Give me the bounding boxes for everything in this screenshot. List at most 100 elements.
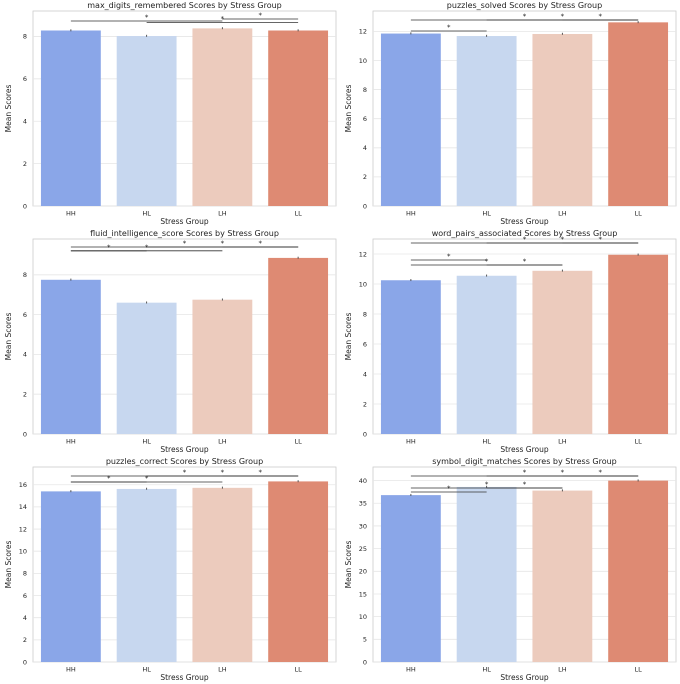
y-tick-label: 10 <box>359 613 367 621</box>
bar-hh <box>40 30 101 206</box>
y-tick-label: 0 <box>23 658 27 666</box>
significance-star: * <box>107 475 111 483</box>
x-tick-label: HH <box>66 438 76 446</box>
y-tick-label: 12 <box>359 250 367 258</box>
bar-hl <box>456 486 517 662</box>
x-tick-label: HH <box>66 210 76 218</box>
significance-star: * <box>599 469 603 477</box>
bar-hh <box>380 33 441 206</box>
bar-lh <box>192 487 253 662</box>
bar-lh <box>532 270 593 434</box>
bar-lh <box>192 299 253 434</box>
significance-star: * <box>221 469 225 477</box>
x-axis-label: Stress Group <box>160 673 209 682</box>
y-tick-label: 2 <box>363 400 367 408</box>
y-tick-label: 4 <box>23 351 27 359</box>
x-axis-label: Stress Group <box>500 673 549 682</box>
significance-star: * <box>561 469 565 477</box>
y-tick-label: 8 <box>23 271 27 279</box>
significance-star: * <box>447 24 451 32</box>
bar-ll <box>608 480 669 662</box>
significance-star: * <box>259 469 263 477</box>
x-tick-label: HL <box>482 210 491 218</box>
y-tick-label: 2 <box>23 391 27 399</box>
y-tick-label: 25 <box>359 545 367 553</box>
x-tick-label: LH <box>218 666 227 674</box>
bar-ll <box>608 22 669 207</box>
x-tick-label: HL <box>482 438 491 446</box>
y-axis-label: Mean Scores <box>4 313 13 361</box>
significance-star: * <box>599 236 603 244</box>
y-axis-label: Mean Scores <box>344 541 353 589</box>
x-tick-label: LL <box>635 666 643 674</box>
significance-star: * <box>221 240 225 248</box>
significance-star: * <box>523 258 527 266</box>
y-tick-label: 6 <box>23 311 27 319</box>
x-tick-label: LH <box>218 438 227 446</box>
y-tick-label: 40 <box>359 477 367 485</box>
x-tick-label: LL <box>295 438 303 446</box>
significance-star: * <box>145 14 149 22</box>
x-tick-label: HL <box>482 666 491 674</box>
y-tick-label: 10 <box>19 548 27 556</box>
significance-star: * <box>523 13 527 21</box>
x-tick-label: HL <box>142 210 151 218</box>
chart-title: fluid_intelligence_score Scores by Stres… <box>90 229 279 238</box>
y-tick-label: 16 <box>19 481 27 489</box>
chart-title: puzzles_correct Scores by Stress Group <box>106 457 263 466</box>
y-tick-label: 35 <box>359 500 367 508</box>
y-tick-label: 6 <box>363 340 367 348</box>
bar-ll <box>268 257 329 434</box>
chart-puzzles-solved: 0 2 4 6 8 10 12 HH HL LH LL * * * * puzzles_solved Scor… <box>344 1 677 226</box>
y-tick-label: 2 <box>23 636 27 644</box>
chart-puzzles-correct: 0 2 4 6 8 10 12 14 16 HH HL LH LL * * * * * puzzles_correc… <box>4 457 337 682</box>
bar-ll <box>608 254 669 434</box>
chart-symbol-digit-matches: 0 5 10 15 20 25 30 35 40 HH HL LH LL * * * * * * symbol_dig… <box>344 457 677 682</box>
bar-lh <box>532 490 593 662</box>
y-tick-label: 4 <box>363 370 367 378</box>
bar-lh <box>192 28 253 207</box>
y-tick-label: 0 <box>363 430 367 438</box>
bar-hl <box>456 275 517 434</box>
bar-hl <box>116 302 177 434</box>
y-tick-label: 10 <box>359 280 367 288</box>
bar-hl <box>116 488 177 662</box>
significance-star: * <box>599 13 603 21</box>
y-tick-label: 8 <box>363 86 367 94</box>
chart-title: word_pairs_associated Scores by Stress G… <box>432 229 618 238</box>
y-tick-label: 0 <box>363 202 367 210</box>
y-tick-label: 0 <box>23 430 27 438</box>
significance-star: * <box>485 258 489 266</box>
x-tick-label: HH <box>66 666 76 674</box>
y-tick-label: 0 <box>363 658 367 666</box>
y-tick-label: 4 <box>23 118 27 126</box>
y-tick-label: 4 <box>23 614 27 622</box>
chart-title: symbol_digit_matches Scores by Stress Gr… <box>432 457 617 466</box>
x-axis-label: Stress Group <box>160 217 209 226</box>
bar-hl <box>456 36 517 207</box>
x-tick-label: LL <box>635 210 643 218</box>
significance-star: * <box>183 469 187 477</box>
x-tick-label: HL <box>142 666 151 674</box>
bar-ll <box>268 30 329 206</box>
y-axis-label: Mean Scores <box>344 85 353 133</box>
significance-star: * <box>561 236 565 244</box>
x-axis-label: Stress Group <box>160 445 209 454</box>
significance-star: * <box>447 485 451 493</box>
significance-star: * <box>447 253 451 261</box>
x-tick-label: LL <box>295 666 303 674</box>
x-tick-label: HL <box>142 438 151 446</box>
y-tick-label: 2 <box>363 173 367 181</box>
y-tick-label: 5 <box>363 636 367 644</box>
y-tick-label: 10 <box>359 57 367 65</box>
chart-fluid-intelligence-score: 0 2 4 6 8 HH HL LH LL * * * * * fluid_intelligence_sco… <box>4 229 337 454</box>
significance-star: * <box>259 240 263 248</box>
significance-star: * <box>523 469 527 477</box>
x-tick-label: LH <box>218 210 227 218</box>
significance-star: * <box>523 236 527 244</box>
significance-star: * <box>259 12 263 20</box>
y-tick-label: 8 <box>23 33 27 41</box>
x-tick-label: LL <box>635 438 643 446</box>
